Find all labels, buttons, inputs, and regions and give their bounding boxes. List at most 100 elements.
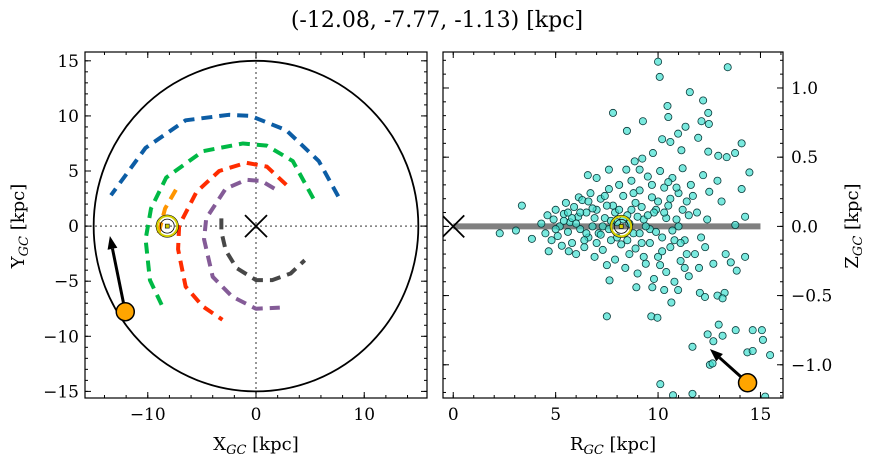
star-point (551, 205, 560, 214)
star-point (758, 335, 767, 344)
star-point (757, 326, 766, 335)
star-point (664, 178, 673, 187)
right-x-tick-label: 15 (750, 405, 772, 425)
star-point (654, 57, 663, 66)
star-point (681, 122, 690, 131)
star-point (748, 346, 757, 355)
star-point (731, 149, 740, 158)
y-axis-label: YGC [kpc] (8, 184, 32, 270)
star-point (598, 245, 607, 254)
star-point (717, 197, 726, 206)
star-point (722, 153, 731, 162)
star-point (688, 389, 697, 398)
left-x-tick-label: 0 (251, 405, 262, 425)
star-point (559, 216, 568, 225)
star-point (703, 330, 712, 339)
left-y-tick-label: −15 (43, 382, 79, 402)
star-point (741, 212, 750, 221)
x-axis-label: RGC [kpc] (570, 434, 656, 458)
star-point (600, 191, 609, 200)
star-point (580, 236, 589, 245)
star-point (748, 326, 757, 335)
star-point (602, 261, 611, 270)
left-y-tick-label: −5 (54, 272, 79, 292)
left-y-tick-label: 15 (57, 52, 79, 72)
star-point (568, 238, 577, 247)
star-point (604, 185, 613, 194)
plot-area (443, 57, 775, 398)
star-point (549, 215, 558, 224)
star-point (576, 225, 585, 234)
star-point (609, 108, 618, 117)
star-point (732, 266, 741, 275)
star-point (718, 331, 727, 340)
star-point (663, 101, 672, 110)
star-point (580, 243, 589, 252)
star-point (564, 247, 573, 256)
star-point (672, 183, 681, 192)
star-point (731, 326, 740, 335)
star-point (703, 215, 712, 224)
x-axis-label: XGC [kpc] (213, 434, 298, 458)
star-point (704, 147, 713, 156)
star-point (631, 244, 640, 253)
star-point (583, 171, 592, 180)
star-point (637, 238, 646, 247)
sun-inner-ring (613, 218, 629, 234)
star-point (658, 135, 667, 144)
xy-plane-panel: −10 0 10 −15 −10 −5 0 5 10 15 XGC [kpc] YGC [kpc] (8, 51, 428, 458)
object-marker (737, 373, 758, 393)
star-point (670, 277, 679, 286)
star-point (656, 261, 665, 270)
star-point (639, 252, 648, 261)
star-point (641, 222, 650, 231)
right-y-tick-label: 1.0 (791, 79, 818, 99)
star-point (666, 194, 675, 203)
star-point (511, 226, 520, 235)
left-y-tick-label: −10 (43, 327, 79, 347)
star-point (656, 167, 665, 176)
star-point (761, 392, 770, 398)
star-point (572, 219, 581, 228)
star-point (527, 234, 536, 243)
left-y-tick-label: 5 (68, 162, 79, 182)
star-point (653, 313, 662, 322)
star-point (602, 201, 611, 210)
orbit-arc-4 (219, 218, 307, 283)
star-point (547, 236, 556, 245)
star-point (695, 263, 704, 272)
star-point (596, 230, 605, 239)
star-point (701, 243, 710, 252)
star-point (638, 117, 647, 126)
star-point (660, 208, 669, 217)
object-marker (115, 301, 136, 322)
star-point (656, 380, 665, 389)
y-axis-label: ZGC [kpc] (842, 183, 866, 268)
star-point (669, 391, 678, 398)
star-point (623, 236, 632, 245)
star-point (637, 203, 646, 212)
star-point (700, 292, 709, 301)
right-x-tick-label: 0 (448, 405, 459, 425)
star-point (648, 149, 657, 158)
rz-plane-panel: 0 5 10 15 −1.0 −0.5 0.0 0.5 1.0 RGC [kpc] ZGC [kpc… (442, 51, 866, 458)
orbit-arc-2 (176, 160, 288, 322)
star-point (723, 63, 732, 72)
star-point (604, 165, 613, 174)
star-point (638, 154, 647, 163)
star-point (731, 220, 740, 229)
star-point (551, 225, 560, 234)
star-point (627, 176, 636, 185)
star-point (694, 133, 703, 142)
star-point (655, 72, 664, 81)
star-point (766, 351, 775, 360)
orbit-arc-1 (143, 141, 316, 311)
star-point (667, 298, 676, 307)
star-point (666, 137, 675, 146)
star-point (678, 205, 687, 214)
star-point (648, 283, 657, 292)
star-point (649, 274, 658, 283)
star-point (676, 256, 685, 265)
star-point (572, 250, 581, 259)
